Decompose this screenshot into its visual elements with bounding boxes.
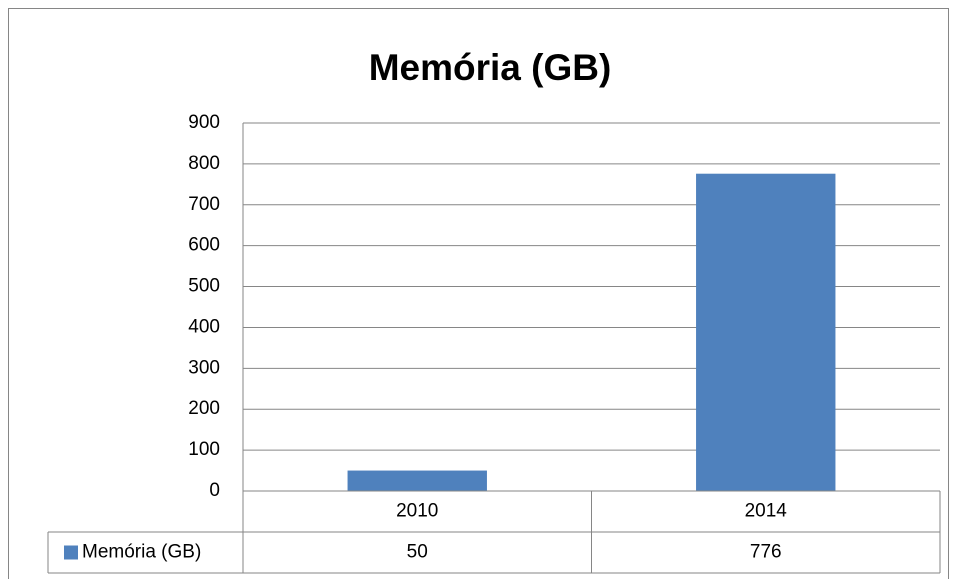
bar	[347, 470, 487, 491]
y-tick-label: 800	[188, 153, 220, 174]
bar	[696, 173, 836, 492]
y-tick-label: 900	[188, 112, 220, 133]
table-value: 776	[750, 542, 782, 563]
y-tick-label: 0	[209, 480, 220, 501]
y-tick-label: 500	[188, 276, 220, 297]
x-tick-label: 2014	[745, 501, 788, 522]
y-tick-label: 200	[188, 398, 220, 419]
y-tick-label: 400	[188, 316, 220, 337]
y-tick-label: 300	[188, 357, 220, 378]
table-value: 50	[407, 542, 428, 563]
chart-title: Memória (GB)	[369, 47, 612, 88]
legend-label: Memória (GB)	[82, 542, 201, 563]
y-tick-label: 100	[188, 439, 220, 460]
legend-swatch	[64, 545, 78, 560]
x-tick-label: 2010	[396, 501, 438, 522]
y-tick-label: 700	[188, 194, 220, 215]
y-tick-label: 600	[188, 235, 220, 256]
